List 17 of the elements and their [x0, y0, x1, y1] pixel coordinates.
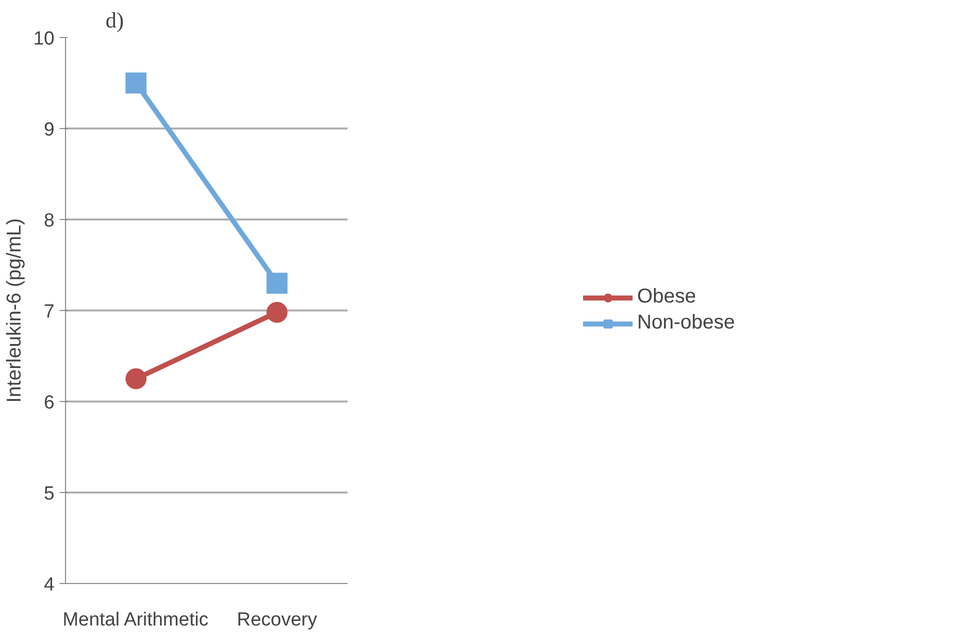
x-tick-label: Mental Arithmetic — [62, 610, 208, 630]
y-tick-label: 8 — [44, 210, 55, 232]
y-tick-label: 9 — [44, 120, 55, 140]
y-tick-label: 5 — [44, 484, 55, 504]
y-axis-title: Interleukin-6 (pg/mL) — [3, 218, 26, 403]
y-tick-label: 7 — [44, 302, 55, 322]
y-tick-label: 6 — [44, 392, 55, 414]
point — [266, 272, 288, 294]
point — [266, 302, 288, 323]
legend-label: Obese — [637, 286, 696, 308]
chart-title: d) — [106, 8, 124, 32]
point — [126, 368, 146, 390]
point — [126, 72, 146, 94]
legend-label: Non-obese — [637, 312, 735, 334]
y-tick-label: 10 — [33, 28, 55, 50]
x-tick-label: Recovery — [236, 610, 318, 630]
y-tick-label: 4 — [44, 574, 55, 596]
